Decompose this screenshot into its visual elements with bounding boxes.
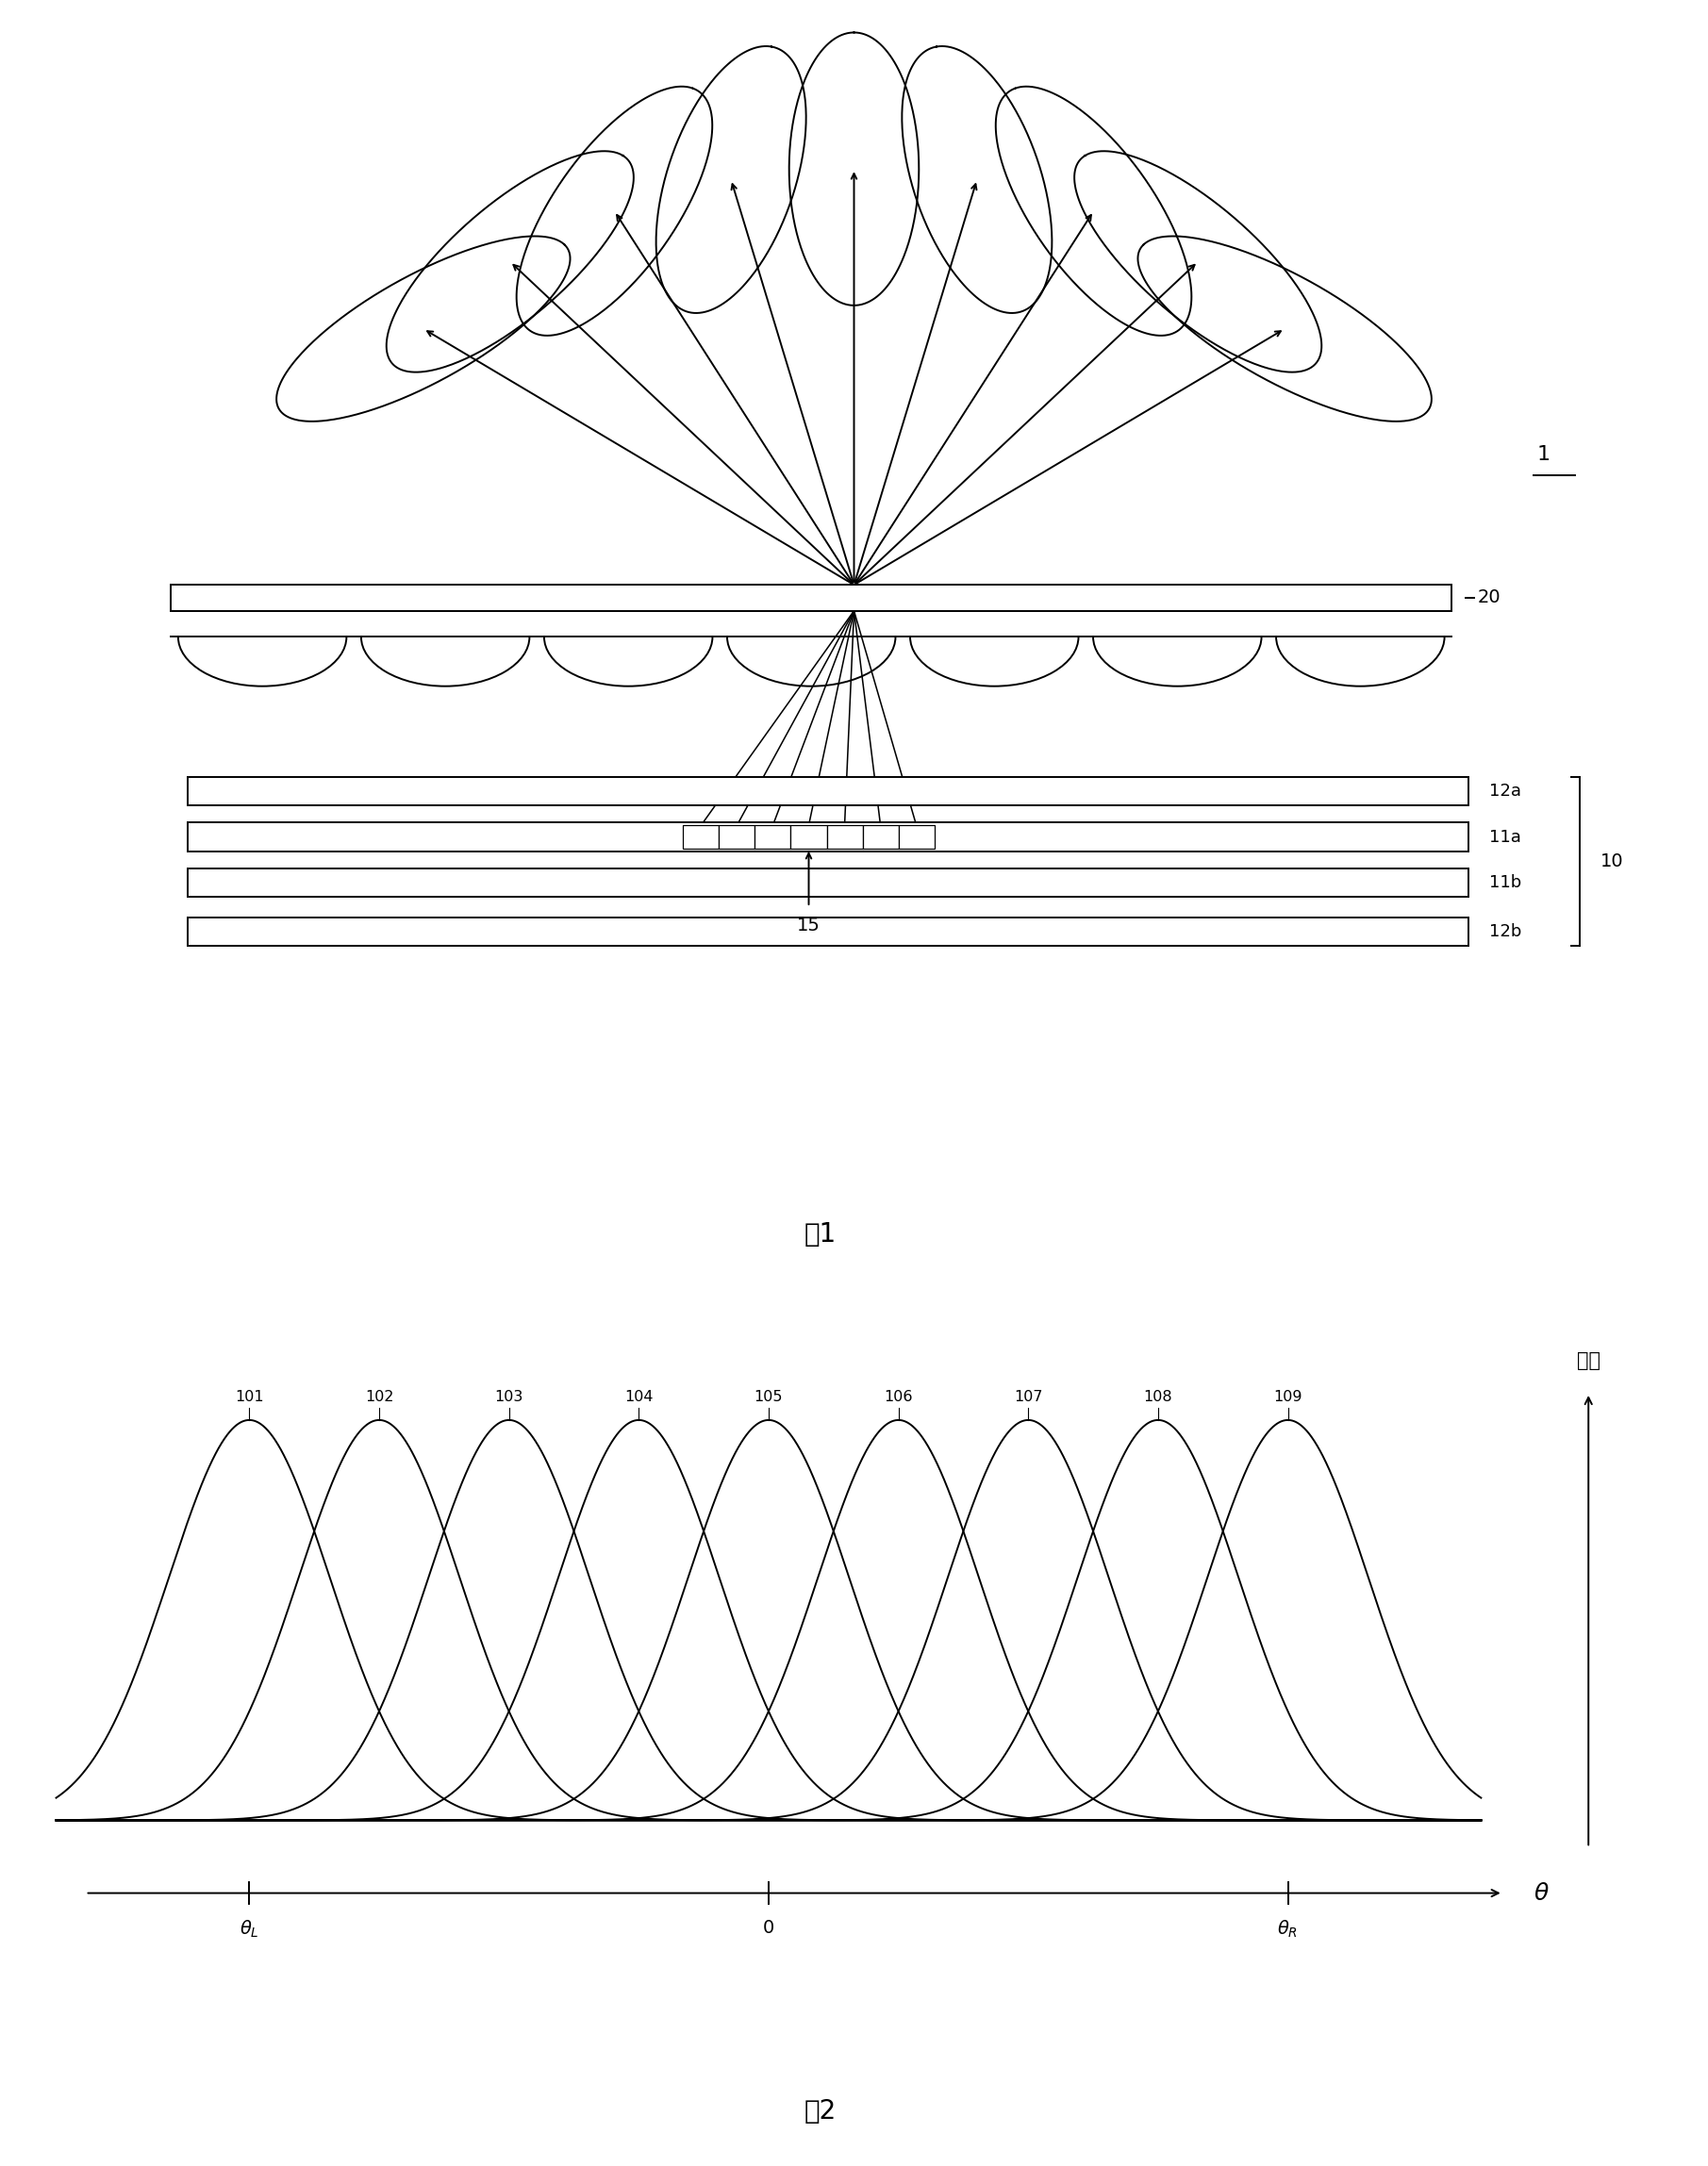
Text: 108: 108: [1144, 1391, 1172, 1404]
Bar: [863, 825, 898, 849]
Bar: [755, 825, 791, 849]
Bar: [827, 825, 863, 849]
Text: 亮度: 亮度: [1576, 1352, 1600, 1371]
Text: 10: 10: [1600, 853, 1624, 871]
Text: 11a: 11a: [1489, 827, 1522, 845]
Bar: [683, 825, 719, 849]
Bar: [188, 869, 1469, 897]
Text: 106: 106: [885, 1391, 912, 1404]
Text: 102: 102: [366, 1391, 393, 1404]
Text: 20: 20: [1477, 589, 1501, 606]
Text: 1: 1: [1537, 446, 1551, 464]
Bar: [188, 823, 1469, 851]
Text: 103: 103: [495, 1391, 523, 1404]
Text: 101: 101: [236, 1391, 263, 1404]
Text: 15: 15: [798, 916, 820, 934]
Text: 104: 104: [625, 1391, 652, 1404]
Text: 109: 109: [1274, 1391, 1301, 1404]
Bar: [791, 825, 827, 849]
Bar: [898, 825, 934, 849]
Text: 图1: 图1: [804, 1222, 835, 1248]
Text: $\theta_R$: $\theta_R$: [1278, 1919, 1298, 1939]
Text: $\theta$: $\theta$: [1534, 1882, 1549, 1904]
Bar: [719, 825, 755, 849]
Bar: [188, 918, 1469, 947]
Bar: [188, 778, 1469, 806]
Text: 12b: 12b: [1489, 923, 1522, 940]
Text: 105: 105: [755, 1391, 782, 1404]
Text: 0: 0: [763, 1919, 774, 1936]
Text: $\theta_L$: $\theta_L$: [239, 1919, 260, 1939]
Text: 图2: 图2: [804, 2099, 835, 2125]
Text: 107: 107: [1015, 1391, 1042, 1404]
Text: 11b: 11b: [1489, 873, 1522, 890]
Bar: [171, 585, 1452, 611]
Text: 12a: 12a: [1489, 782, 1522, 799]
